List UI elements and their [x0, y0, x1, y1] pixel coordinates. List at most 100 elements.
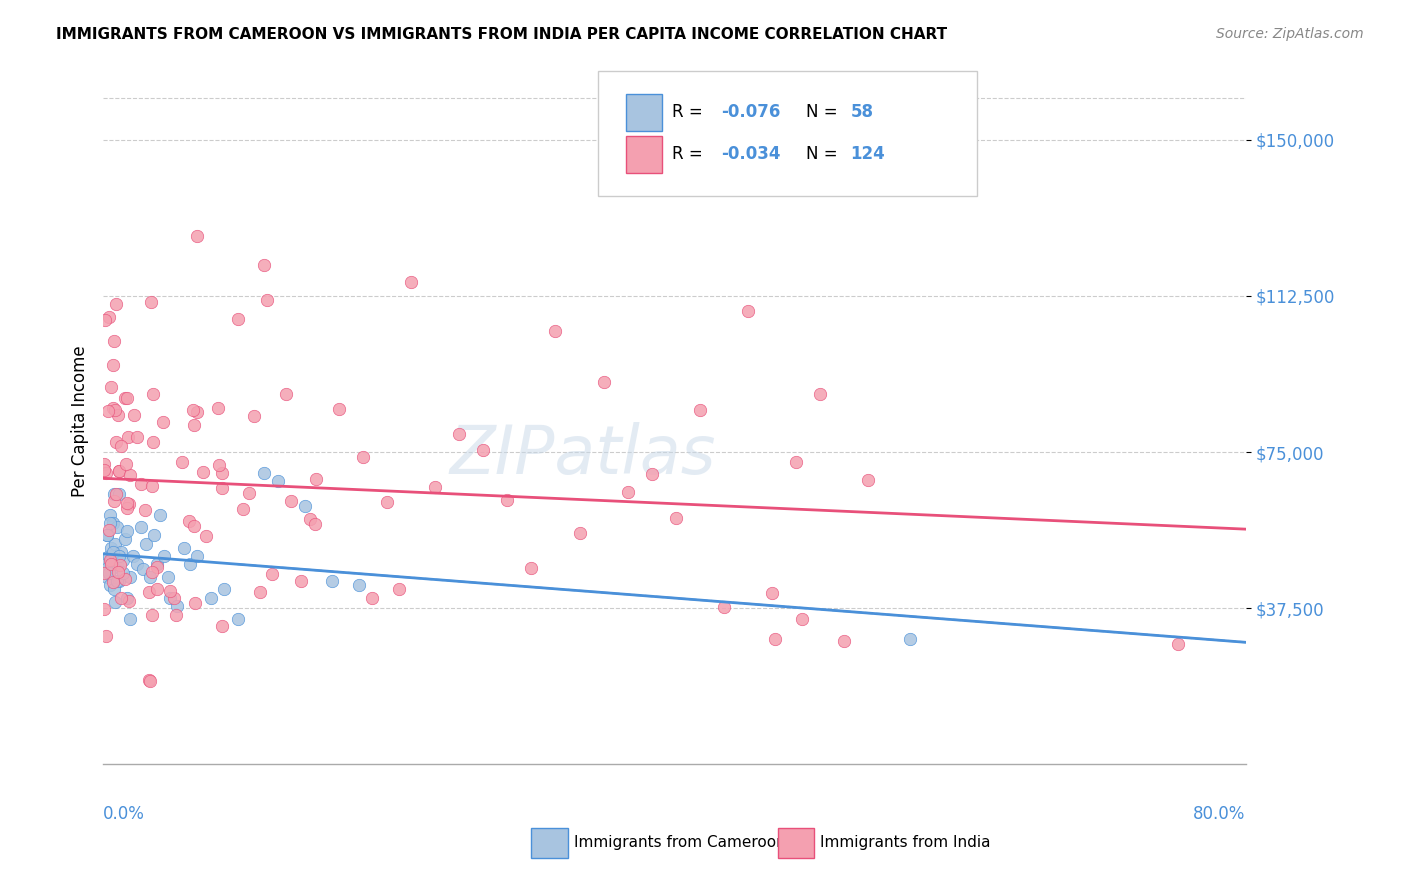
- Immigrants from India: [107, 464, 129, 478]
- Immigrants from Cameroon: [112, 566, 135, 580]
- Immigrants from India: [105, 296, 128, 310]
- Immigrants from India: [117, 430, 139, 444]
- Immigrants from India: [665, 511, 688, 525]
- Immigrants from Cameroon: [321, 574, 343, 588]
- Text: 124: 124: [851, 145, 886, 163]
- Immigrants from India: [163, 591, 186, 606]
- Immigrants from India: [253, 258, 276, 272]
- Text: R =: R =: [672, 145, 703, 163]
- Immigrants from Cameroon: [125, 558, 148, 572]
- Immigrants from India: [375, 495, 398, 509]
- Immigrants from India: [107, 408, 129, 422]
- Immigrants from India: [138, 585, 160, 599]
- Immigrants from Cameroon: [146, 558, 169, 572]
- Immigrants from India: [110, 591, 132, 605]
- Immigrants from Cameroon: [186, 549, 208, 563]
- Y-axis label: Per Capita Income: Per Capita Income: [72, 345, 89, 497]
- Immigrants from India: [211, 619, 233, 633]
- Immigrants from India: [274, 386, 297, 401]
- Text: N =: N =: [806, 145, 837, 163]
- Text: 58: 58: [851, 103, 873, 121]
- Immigrants from India: [449, 427, 471, 442]
- Immigrants from India: [713, 599, 735, 614]
- Text: Immigrants from India: Immigrants from India: [820, 836, 990, 850]
- Immigrants from Cameroon: [156, 570, 179, 584]
- Immigrants from India: [125, 430, 148, 444]
- Immigrants from India: [145, 560, 167, 574]
- Immigrants from India: [115, 496, 138, 510]
- Immigrants from India: [183, 596, 205, 610]
- Immigrants from India: [195, 528, 218, 542]
- Immigrants from Cameroon: [166, 599, 188, 613]
- Immigrants from India: [544, 324, 567, 338]
- Immigrants from India: [238, 485, 260, 500]
- Text: N =: N =: [806, 103, 837, 121]
- Text: 80.0%: 80.0%: [1194, 805, 1246, 823]
- Immigrants from Cameroon: [97, 549, 120, 563]
- Immigrants from India: [785, 455, 807, 469]
- Immigrants from Cameroon: [100, 541, 122, 555]
- Immigrants from Cameroon: [112, 553, 135, 567]
- Immigrants from Cameroon: [114, 533, 136, 547]
- Immigrants from Cameroon: [118, 570, 141, 584]
- Immigrants from India: [129, 477, 152, 491]
- Immigrants from India: [262, 567, 284, 582]
- Immigrants from India: [472, 443, 495, 458]
- Immigrants from Cameroon: [96, 528, 118, 542]
- Immigrants from India: [141, 607, 163, 622]
- Immigrants from India: [104, 402, 127, 417]
- Immigrants from India: [689, 403, 711, 417]
- Immigrants from Cameroon: [98, 516, 121, 530]
- Immigrants from Cameroon: [94, 561, 117, 575]
- Text: R =: R =: [672, 103, 703, 121]
- Immigrants from Cameroon: [100, 561, 122, 575]
- Immigrants from India: [141, 295, 163, 310]
- Immigrants from India: [118, 497, 141, 511]
- Immigrants from Cameroon: [898, 632, 921, 647]
- Immigrants from Cameroon: [104, 536, 127, 550]
- Immigrants from India: [256, 293, 278, 307]
- Immigrants from India: [98, 523, 121, 537]
- Immigrants from Cameroon: [103, 582, 125, 597]
- Immigrants from India: [808, 387, 831, 401]
- Immigrants from Cameroon: [143, 528, 166, 542]
- Immigrants from India: [94, 629, 117, 643]
- Immigrants from India: [763, 632, 786, 647]
- Immigrants from India: [208, 458, 231, 472]
- Immigrants from Cameroon: [212, 582, 235, 597]
- Text: Immigrants from Cameroon: Immigrants from Cameroon: [574, 836, 786, 850]
- Immigrants from India: [388, 582, 411, 597]
- Immigrants from India: [94, 313, 117, 327]
- Immigrants from India: [496, 492, 519, 507]
- Immigrants from India: [568, 526, 591, 541]
- Immigrants from India: [165, 607, 187, 622]
- Immigrants from Cameroon: [104, 595, 127, 609]
- Immigrants from Cameroon: [117, 591, 139, 605]
- Immigrants from India: [249, 585, 271, 599]
- Immigrants from India: [100, 558, 122, 572]
- Immigrants from India: [616, 485, 638, 500]
- Immigrants from India: [98, 553, 121, 567]
- Immigrants from India: [761, 586, 783, 600]
- Immigrants from India: [361, 591, 384, 605]
- Immigrants from Cameroon: [98, 508, 121, 522]
- Text: ZIPatlas: ZIPatlas: [450, 422, 716, 488]
- Immigrants from India: [352, 450, 374, 464]
- Immigrants from India: [97, 403, 120, 417]
- Immigrants from India: [298, 512, 321, 526]
- Immigrants from Cameroon: [105, 574, 128, 588]
- Immigrants from India: [104, 435, 127, 450]
- Immigrants from Cameroon: [101, 516, 124, 530]
- Immigrants from India: [93, 602, 115, 616]
- Immigrants from Cameroon: [226, 611, 249, 625]
- Immigrants from India: [107, 566, 129, 580]
- Immigrants from Cameroon: [105, 520, 128, 534]
- Immigrants from Cameroon: [347, 578, 370, 592]
- Immigrants from Cameroon: [98, 578, 121, 592]
- Immigrants from India: [138, 673, 160, 687]
- Immigrants from India: [232, 502, 254, 516]
- Immigrants from India: [145, 582, 167, 597]
- Immigrants from Cameroon: [100, 553, 122, 567]
- Immigrants from India: [93, 463, 115, 477]
- Immigrants from India: [1167, 636, 1189, 650]
